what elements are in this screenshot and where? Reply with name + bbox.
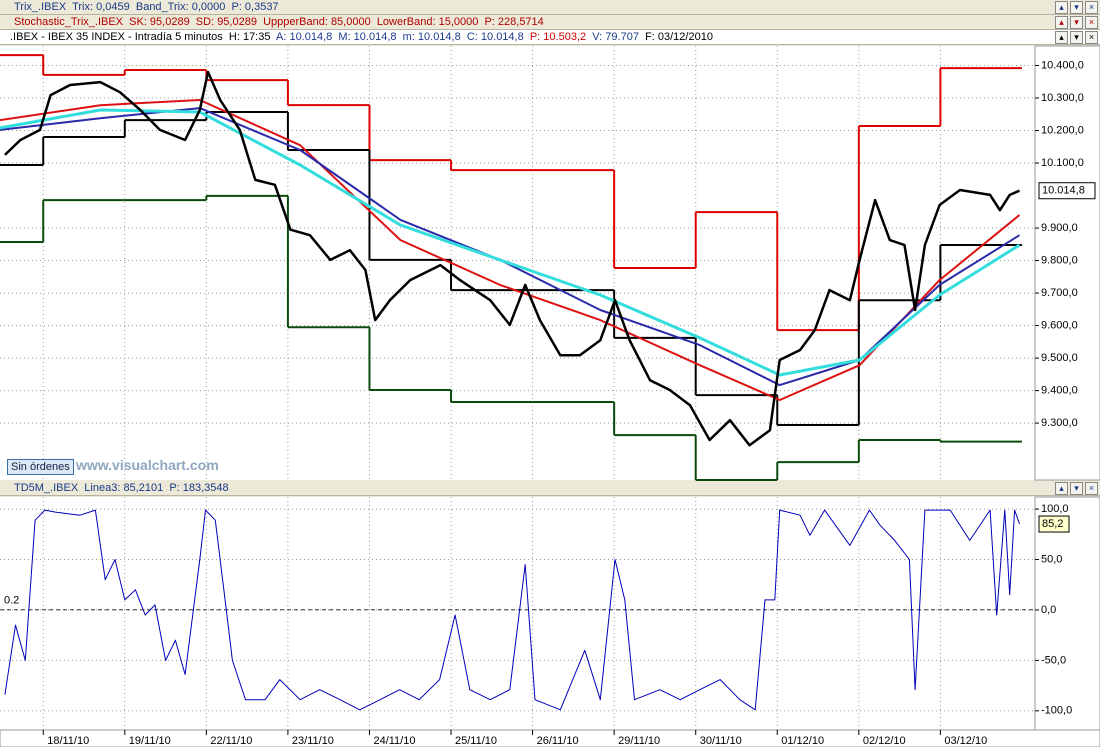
button[interactable]: ×	[1085, 482, 1098, 495]
y-tick-label: -50,0	[1041, 654, 1066, 666]
y-tick-label: 100,0	[1041, 503, 1069, 515]
header-text: Trix_.IBEX Trix: 0,0459 Band_Trix: 0,000…	[14, 1, 279, 13]
y-tick-label: 10.400,0	[1041, 59, 1084, 71]
button[interactable]: ▾	[1070, 16, 1083, 29]
y-tick-label: 9.700,0	[1041, 287, 1078, 299]
y-tick-label: 0,0	[1041, 604, 1056, 616]
button[interactable]: ▴	[1055, 31, 1068, 44]
y-tick-label: -100,0	[1041, 705, 1072, 717]
price-panel	[0, 46, 1035, 480]
header-text: .IBEX - IBEX 35 INDEX - Intradía 5 minut…	[10, 31, 223, 43]
header-text: C: 10.014,8	[466, 31, 524, 43]
last-value-label: 10.014,8	[1042, 185, 1085, 197]
y-tick-label: 9.400,0	[1041, 385, 1078, 397]
window-buttons: ▴ ▾ ×	[1055, 31, 1098, 44]
oscillator-panel	[0, 497, 1035, 730]
y-tick-label: 9.800,0	[1041, 254, 1078, 266]
indicator-header: Trix_.IBEX Trix: 0,0459 Band_Trix: 0,000…	[0, 0, 1100, 15]
x-tick-label: 02/12/10	[863, 735, 906, 747]
x-tick-label: 23/11/10	[292, 735, 334, 747]
y-tick-label: 10.100,0	[1041, 157, 1084, 169]
window-buttons: ▴ ▾ ×	[1055, 16, 1098, 29]
y-tick-label: 10.200,0	[1041, 124, 1084, 136]
window-buttons: ▴ ▾ ×	[1055, 482, 1098, 495]
last-value-label: 85,2	[1042, 518, 1063, 530]
x-tick-label: 29/11/10	[618, 735, 660, 747]
indicator-header: Stochastic_Trix_.IBEX SK: 95,0289 SD: 95…	[0, 15, 1100, 30]
x-tick-label: 25/11/10	[455, 735, 497, 747]
window-buttons: ▴ ▾ ×	[1055, 1, 1098, 14]
button[interactable]: ▾	[1070, 31, 1083, 44]
x-tick-label: 03/12/10	[944, 735, 987, 747]
header-text: TD5M_.IBEX Linea3: 85,2101 P: 183,3548	[14, 482, 229, 494]
x-tick-label: 19/11/10	[129, 735, 171, 747]
y-tick-label: 10.300,0	[1041, 92, 1084, 104]
watermark: www.visualchart.com	[76, 457, 219, 473]
button[interactable]: ▴	[1055, 1, 1068, 14]
button[interactable]: ▾	[1070, 1, 1083, 14]
oscillator-header: TD5M_.IBEX Linea3: 85,2101 P: 183,3548 ▴…	[0, 481, 1100, 496]
orders-button[interactable]: Sin órdenes	[7, 459, 74, 475]
y-tick-label: 9.900,0	[1041, 222, 1078, 234]
x-tick-label: 30/11/10	[700, 735, 742, 747]
reference-label: 0.2	[4, 595, 19, 607]
series-line	[4, 70, 1020, 447]
header-text: m: 10.014,8	[402, 31, 461, 43]
header-text: H: 17:35	[228, 31, 271, 43]
header-text: P: 10.503,2	[529, 31, 587, 43]
series-line	[0, 108, 1021, 377]
header-text: A: 10.014,8	[276, 31, 333, 43]
date-axis-area	[0, 729, 1100, 747]
button[interactable]: ×	[1085, 31, 1098, 44]
button[interactable]: ▴	[1055, 482, 1068, 495]
oscillator-axis-area	[1034, 496, 1100, 731]
y-tick-label: 50,0	[1041, 553, 1062, 565]
button[interactable]: ×	[1085, 16, 1098, 29]
y-tick-label: 9.500,0	[1041, 352, 1078, 364]
last-value-box	[1038, 182, 1096, 200]
button[interactable]: ×	[1085, 1, 1098, 14]
price-axis-area	[1034, 45, 1100, 481]
y-tick-label: 9.300,0	[1041, 417, 1078, 429]
button[interactable]: ▴	[1055, 16, 1068, 29]
x-tick-label: 26/11/10	[537, 735, 579, 747]
x-tick-label: 01/12/10	[781, 735, 824, 747]
x-tick-label: 22/11/10	[210, 735, 252, 747]
header-text: V: 79.707	[592, 31, 639, 43]
series-line	[4, 509, 1020, 711]
x-tick-label: 18/11/10	[47, 735, 89, 747]
y-tick-label: 9.600,0	[1041, 319, 1078, 331]
x-tick-label: 24/11/10	[373, 735, 415, 747]
header-text: M: 10.014,8	[338, 31, 397, 43]
header-text: F: 03/12/2010	[645, 31, 713, 43]
last-value-box	[1038, 515, 1070, 533]
header-text: Stochastic_Trix_.IBEX SK: 95,0289 SD: 95…	[14, 16, 544, 28]
symbol-header: .IBEX - IBEX 35 INDEX - Intradía 5 minut…	[0, 30, 1100, 45]
button[interactable]: ▾	[1070, 482, 1083, 495]
